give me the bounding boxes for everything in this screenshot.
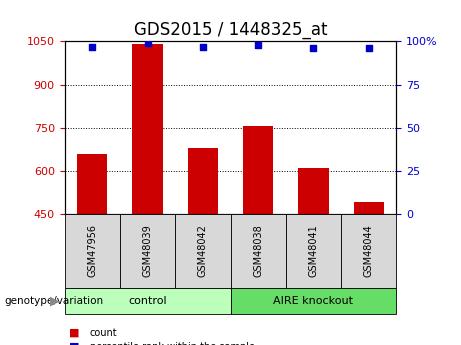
- Text: AIRE knockout: AIRE knockout: [273, 296, 354, 306]
- Point: [199, 44, 207, 49]
- Bar: [188, 148, 218, 214]
- Text: GSM47956: GSM47956: [87, 225, 97, 277]
- Text: GSM48041: GSM48041: [308, 225, 319, 277]
- Title: GDS2015 / 1448325_at: GDS2015 / 1448325_at: [134, 21, 327, 39]
- Bar: [132, 44, 163, 214]
- Point: [254, 42, 262, 48]
- Text: genotype/variation: genotype/variation: [5, 296, 104, 306]
- Text: ▶: ▶: [50, 295, 60, 307]
- Point: [89, 44, 96, 49]
- Bar: [77, 154, 107, 214]
- Text: control: control: [128, 296, 167, 306]
- Text: GSM48042: GSM48042: [198, 225, 208, 277]
- Point: [310, 46, 317, 51]
- Text: ■: ■: [69, 342, 80, 345]
- Text: percentile rank within the sample: percentile rank within the sample: [90, 342, 255, 345]
- Bar: [298, 168, 329, 214]
- Text: count: count: [90, 328, 118, 338]
- Point: [144, 40, 151, 46]
- Text: GSM48038: GSM48038: [253, 225, 263, 277]
- Bar: [243, 126, 273, 214]
- Text: GSM48044: GSM48044: [364, 225, 374, 277]
- Point: [365, 46, 372, 51]
- Text: GSM48039: GSM48039: [142, 225, 153, 277]
- Bar: [354, 203, 384, 214]
- Text: ■: ■: [69, 328, 80, 338]
